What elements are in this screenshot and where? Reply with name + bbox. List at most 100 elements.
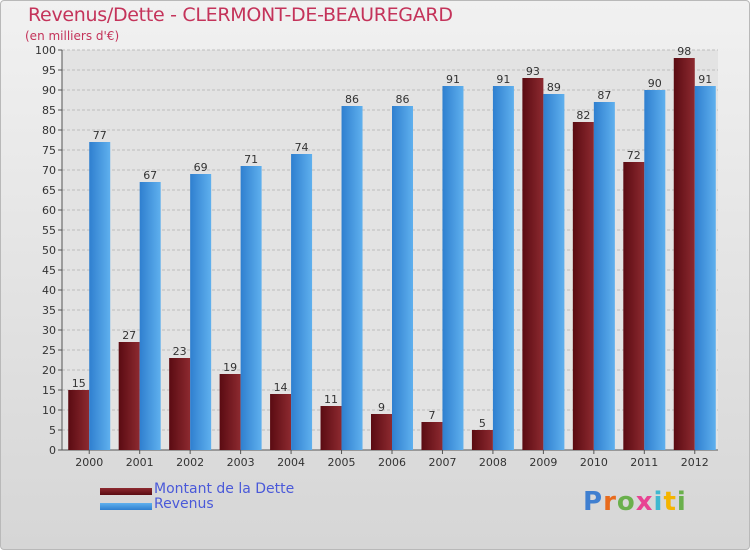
legend-swatch-revenus (100, 503, 152, 510)
x-tick-label: 2000 (75, 456, 103, 469)
bar-dette (219, 374, 241, 450)
bar-revenus (644, 90, 666, 450)
data-label: 19 (223, 361, 237, 374)
y-tick-label: 0 (49, 444, 56, 457)
bar-dette (68, 390, 90, 450)
logo-letter: i (676, 487, 687, 517)
x-tick-label: 2004 (277, 456, 305, 469)
data-label: 93 (526, 65, 540, 78)
y-tick-label: 100 (35, 44, 56, 57)
chart-subtitle: (en milliers d'€) (25, 29, 120, 43)
y-tick-label: 20 (42, 364, 56, 377)
x-tick-label: 2007 (428, 456, 456, 469)
bar-dette (270, 394, 292, 450)
x-tick-label: 2002 (176, 456, 204, 469)
y-tick-label: 95 (42, 64, 56, 77)
data-label: 72 (627, 149, 641, 162)
legend-label-revenus: Revenus (154, 496, 214, 512)
bar-dette (371, 414, 392, 450)
data-label: 23 (173, 345, 187, 358)
data-label: 14 (274, 381, 288, 394)
data-label: 91 (496, 73, 510, 86)
bar-revenus (190, 174, 212, 450)
bar-dette (673, 58, 695, 450)
bar-dette (522, 78, 544, 450)
bar-revenus (341, 106, 363, 450)
data-label: 9 (378, 401, 385, 414)
data-label: 90 (648, 77, 662, 90)
data-label: 86 (345, 93, 359, 106)
y-tick-label: 90 (42, 84, 56, 97)
bar-revenus (240, 166, 262, 450)
bar-dette (421, 422, 443, 450)
data-label: 77 (93, 129, 107, 142)
y-tick-label: 35 (42, 304, 56, 317)
x-tick-label: 2003 (227, 456, 255, 469)
data-label: 91 (698, 73, 712, 86)
y-tick-label: 80 (42, 124, 56, 137)
data-label: 11 (324, 393, 338, 406)
chart-title: Revenus/Dette - CLERMONT-DE-BEAUREGARD (28, 4, 453, 26)
x-tick-label: 2005 (328, 456, 356, 469)
x-tick-label: 2006 (378, 456, 406, 469)
logo-letter: o (616, 487, 636, 517)
data-label: 15 (72, 377, 86, 390)
data-label: 74 (295, 141, 309, 154)
y-tick-label: 10 (42, 404, 56, 417)
logo-letter: r (603, 487, 617, 517)
bar-revenus (89, 142, 111, 450)
bar-revenus (694, 86, 716, 450)
x-tick-label: 2008 (479, 456, 507, 469)
logo-letter: i (653, 487, 664, 517)
legend-swatch-dette (100, 488, 152, 495)
data-label: 89 (547, 81, 561, 94)
bar-dette (471, 430, 493, 450)
y-tick-label: 30 (42, 324, 56, 337)
y-tick-label: 45 (42, 264, 56, 277)
bar-dette (623, 162, 645, 450)
logo-letter: t (663, 487, 677, 517)
bar-dette (118, 342, 140, 450)
legend-label-dette: Montant de la Dette (154, 481, 295, 497)
y-tick-label: 15 (42, 384, 56, 397)
data-label: 27 (122, 329, 136, 342)
y-tick-label: 5 (49, 424, 56, 437)
y-tick-label: 70 (42, 164, 56, 177)
x-tick-label: 2012 (681, 456, 709, 469)
x-tick-label: 2011 (630, 456, 658, 469)
data-label: 91 (446, 73, 460, 86)
bar-revenus (392, 106, 413, 450)
bar-revenus (442, 86, 464, 450)
bar-revenus (543, 94, 565, 450)
data-label: 98 (677, 45, 691, 58)
bar-revenus (593, 102, 615, 450)
bar-dette (320, 406, 342, 450)
bar-revenus (492, 86, 514, 450)
y-tick-label: 55 (42, 224, 56, 237)
y-tick-label: 60 (42, 204, 56, 217)
proxiti-logo: Proxiti (583, 487, 687, 517)
x-tick-label: 2001 (126, 456, 154, 469)
logo-letter: x (635, 487, 654, 517)
y-tick-label: 75 (42, 144, 56, 157)
bar-revenus (139, 182, 161, 450)
bar-dette (169, 358, 191, 450)
y-tick-label: 50 (42, 244, 56, 257)
y-tick-label: 85 (42, 104, 56, 117)
bar-dette (572, 122, 594, 450)
data-label: 7 (428, 409, 435, 422)
data-label: 86 (396, 93, 410, 106)
data-label: 69 (194, 161, 208, 174)
data-label: 71 (244, 153, 258, 166)
data-label: 5 (479, 417, 486, 430)
x-tick-label: 2010 (580, 456, 608, 469)
y-tick-label: 25 (42, 344, 56, 357)
bar-revenus (291, 154, 313, 450)
logo-letter: P (583, 487, 604, 517)
data-label: 82 (576, 109, 590, 122)
y-tick-label: 40 (42, 284, 56, 297)
data-label: 67 (143, 169, 157, 182)
y-tick-label: 65 (42, 184, 56, 197)
data-label: 87 (597, 89, 611, 102)
